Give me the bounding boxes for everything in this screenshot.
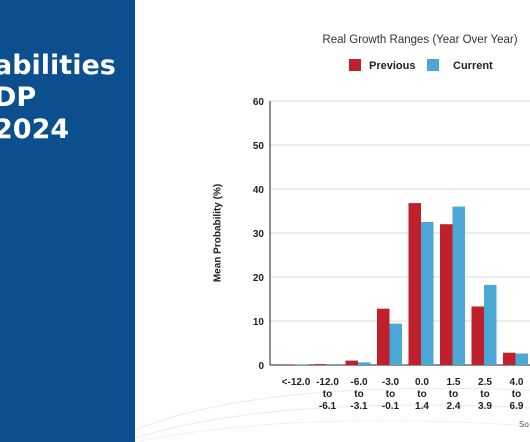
bar-previous-6 <box>471 306 484 365</box>
x-tick-label-2-0: -6.0 <box>350 377 368 388</box>
panel-title-line-2: DP <box>0 82 37 113</box>
bar-previous-7 <box>503 352 516 365</box>
legend-swatch-previous <box>349 59 361 71</box>
x-tick-label-3-1: to <box>386 389 395 400</box>
x-tick-label-6-0: 2.5 <box>478 377 492 388</box>
y-tick-label-40: 40 <box>253 185 265 196</box>
legend-label-current: Current <box>453 60 493 72</box>
x-tick-label-4-0: 0.0 <box>415 377 429 388</box>
bar-current-0 <box>295 364 308 365</box>
x-tick-label-1-0: -12.0 <box>316 377 339 388</box>
x-tick-label-0-0: <-12.0 <box>282 377 311 388</box>
y-tick-label-60: 60 <box>253 97 265 108</box>
y-tick-label-50: 50 <box>253 141 265 152</box>
bar-current-3 <box>389 323 402 365</box>
x-tick-label-7-2: 6.9 <box>510 401 524 412</box>
x-tick-label-3-0: -3.0 <box>382 377 400 388</box>
bar-current-7 <box>515 353 528 365</box>
panel-title-line-1: abilities <box>0 50 116 81</box>
x-tick-label-6-2: 3.9 <box>478 401 492 412</box>
bar-previous-5 <box>440 224 453 365</box>
title-panel: abilities DP 2024 <box>0 0 135 442</box>
legend-label-previous: Previous <box>369 60 416 72</box>
x-tick-label-5-1: to <box>449 389 458 400</box>
x-tick-label-5-0: 1.5 <box>447 377 461 388</box>
x-tick-label-5-2: 2.4 <box>447 401 461 412</box>
bar-current-6 <box>484 284 497 365</box>
source-note: So <box>519 420 529 429</box>
bar-current-4 <box>421 222 434 365</box>
panel-title-line-3: 2024 <box>0 114 70 145</box>
x-tick-label-4-2: 1.4 <box>415 401 429 412</box>
x-tick-label-3-2: -0.1 <box>382 401 400 412</box>
bar-current-1 <box>326 364 339 365</box>
x-tick-label-1-2: -6.1 <box>319 401 337 412</box>
bar-previous-3 <box>377 308 390 365</box>
y-tick-label-20: 20 <box>253 273 265 284</box>
x-tick-label-2-1: to <box>354 389 363 400</box>
x-tick-label-2-2: -3.1 <box>350 401 368 412</box>
bar-current-5 <box>452 206 465 365</box>
x-tick-label-7-1: to <box>512 389 521 400</box>
legend-swatch-current <box>427 59 439 71</box>
bar-previous-4 <box>408 203 421 365</box>
y-tick-label-10: 10 <box>253 317 265 328</box>
bar-previous-0 <box>282 364 295 365</box>
x-tick-label-1-1: to <box>323 389 332 400</box>
y-tick-label-0: 0 <box>258 361 264 372</box>
background-curves <box>135 387 530 442</box>
bar-previous-2 <box>345 360 358 365</box>
bar-previous-1 <box>314 364 327 365</box>
y-tick-label-30: 30 <box>253 229 265 240</box>
x-tick-label-4-1: to <box>417 389 426 400</box>
x-tick-label-7-0: 4.0 <box>510 377 524 388</box>
bar-current-2 <box>358 362 371 365</box>
x-tick-label-6-1: to <box>480 389 489 400</box>
chart-title: Real Growth Ranges (Year Over Year) <box>322 34 518 46</box>
